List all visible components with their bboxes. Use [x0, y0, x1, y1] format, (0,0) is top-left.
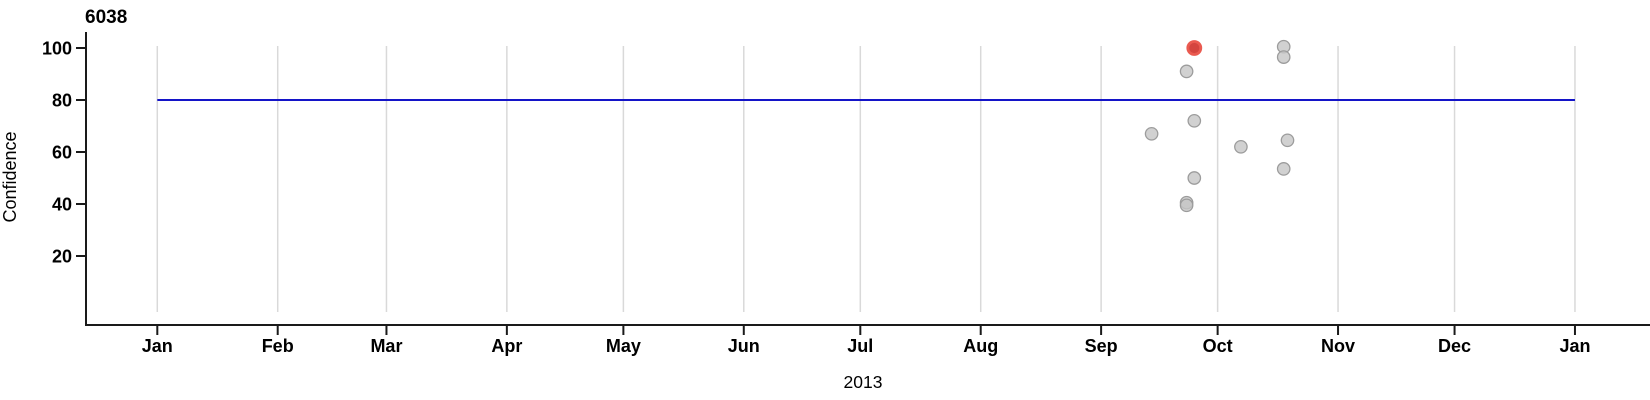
x-tick-label: Nov: [1321, 336, 1355, 356]
data-points-layer: [1144, 39, 1295, 213]
highlighted-data-point[interactable]: [1186, 40, 1203, 56]
x-tick-label: May: [606, 336, 641, 356]
x-tick-label: Dec: [1438, 336, 1471, 356]
x-tick-label: Apr: [491, 336, 522, 356]
data-point[interactable]: [1187, 171, 1202, 185]
x-tick-label: Mar: [370, 336, 402, 356]
data-point[interactable]: [1144, 126, 1159, 141]
x-tick-label: Jan: [142, 336, 173, 356]
data-point[interactable]: [1187, 113, 1202, 128]
x-tick-label: Sep: [1085, 336, 1118, 356]
data-point[interactable]: [1234, 139, 1248, 154]
month-gridlines: [156, 46, 1576, 312]
x-tick-label: Jul: [847, 336, 873, 356]
data-point[interactable]: [1179, 64, 1194, 79]
y-tick-label: 40: [52, 195, 72, 215]
data-point[interactable]: [1276, 162, 1291, 176]
y-axis-ticks: 100 80 60 40 20: [42, 39, 85, 267]
x-tick-label: Jun: [728, 336, 760, 356]
data-point[interactable]: [1179, 198, 1194, 213]
x-tick-label: Oct: [1203, 336, 1233, 356]
data-point[interactable]: [1276, 50, 1291, 64]
y-tick-label: 20: [52, 247, 72, 267]
x-tick-label: Feb: [262, 336, 294, 356]
y-tick-label: 100: [42, 39, 72, 59]
x-axis-year-label: 2013: [844, 372, 883, 392]
y-axis-title: Confidence: [0, 131, 20, 222]
y-tick-label: 60: [52, 143, 72, 163]
chart-title: 6038: [85, 7, 127, 28]
x-tick-label: Aug: [963, 336, 998, 356]
data-point[interactable]: [1280, 133, 1295, 148]
y-tick-label: 80: [52, 91, 72, 111]
x-axis-ticks: Jan Feb Mar Apr May Jun Jul Aug Sep Oct Nov Dec Jan: [142, 326, 1590, 356]
x-tick-label: Jan: [1559, 336, 1590, 356]
